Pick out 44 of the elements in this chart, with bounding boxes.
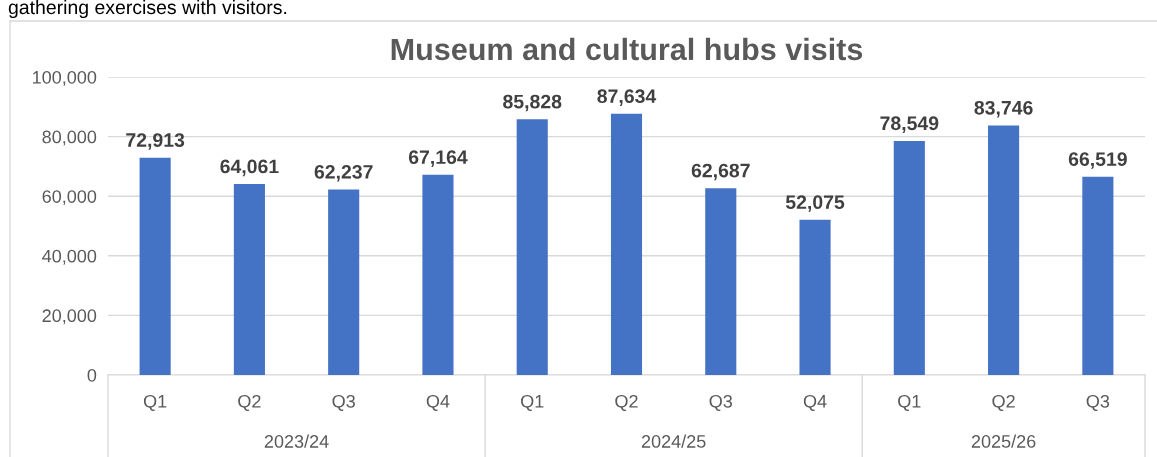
x-tick-label: Q3 bbox=[332, 394, 355, 411]
data-label: 83,746 bbox=[974, 100, 1033, 118]
text: 2024/25 bbox=[641, 434, 706, 448]
data-label: 67,164 bbox=[408, 150, 468, 167]
x-tick-label: Q4 bbox=[426, 394, 450, 411]
bar bbox=[328, 189, 360, 375]
bar bbox=[610, 113, 643, 375]
x-tick-label: Q1 bbox=[521, 394, 544, 411]
data-label: 78,549 bbox=[880, 116, 939, 133]
bar bbox=[233, 184, 265, 375]
text: 2025/26 bbox=[971, 434, 1036, 448]
x-tick-label: Q2 bbox=[992, 394, 1015, 411]
data-label: 52,075 bbox=[785, 195, 845, 212]
bar bbox=[1082, 176, 1114, 375]
y-tick-label: 0 bbox=[87, 368, 97, 382]
y-tick-label: 20,000 bbox=[42, 309, 97, 325]
bar bbox=[516, 119, 548, 375]
data-label: 85,828 bbox=[503, 94, 562, 112]
data-label: 66,519 bbox=[1068, 152, 1127, 169]
x-tick-label: Q3 bbox=[709, 394, 733, 411]
bar bbox=[988, 125, 1020, 375]
x-tick-label: Q1 bbox=[143, 394, 167, 411]
bar bbox=[139, 157, 171, 375]
x-tick-label: Q1 bbox=[898, 394, 921, 411]
text: gathering exercises with visitors. bbox=[8, 0, 287, 19]
y-tick-label: 40,000 bbox=[42, 249, 97, 265]
bar bbox=[799, 219, 831, 375]
bar bbox=[893, 140, 925, 375]
bar bbox=[705, 188, 737, 375]
text: 2023/24 bbox=[264, 434, 329, 448]
x-tick-label: Q2 bbox=[615, 394, 638, 411]
data-label: 62,687 bbox=[691, 163, 750, 181]
y-tick-label: 100,000 bbox=[33, 70, 97, 86]
data-label: 64,061 bbox=[220, 159, 279, 177]
data-label: 62,237 bbox=[314, 164, 373, 182]
y-tick-label: 80,000 bbox=[42, 130, 97, 146]
x-tick-label: Q4 bbox=[803, 394, 827, 411]
chart-title: Museum and cultural hubs visits bbox=[391, 37, 863, 61]
data-label: 72,913 bbox=[126, 133, 185, 150]
x-tick-label: Q3 bbox=[1086, 394, 1110, 411]
x-tick-label: Q2 bbox=[238, 394, 261, 411]
bar bbox=[422, 174, 454, 375]
data-label: 87,634 bbox=[597, 89, 657, 106]
y-tick-label: 60,000 bbox=[42, 190, 97, 206]
